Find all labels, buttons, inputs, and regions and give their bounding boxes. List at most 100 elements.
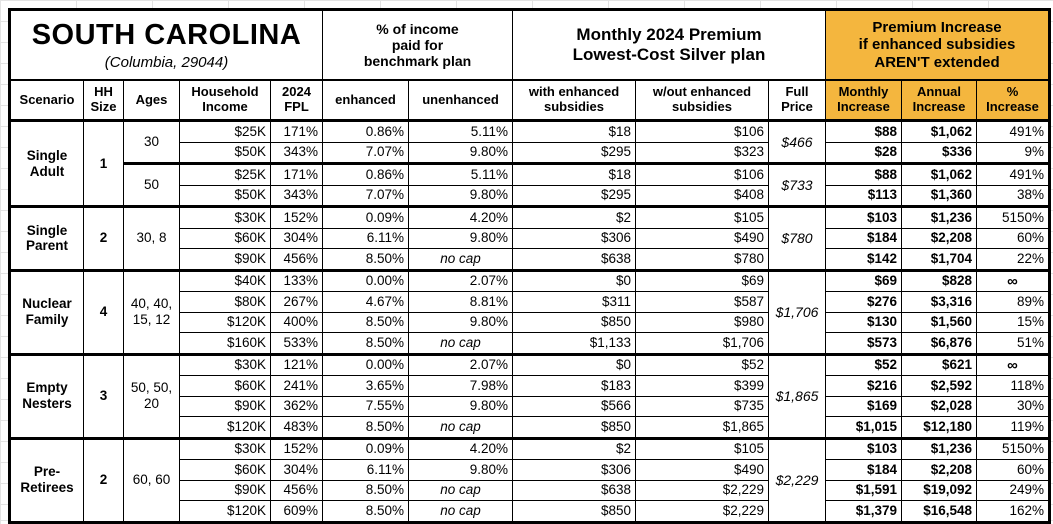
col-without-enhanced-subsidies: w/out enhanced subsidies — [635, 79, 769, 122]
pct-increase-cell: 89% — [975, 291, 1051, 313]
col-unenhanced: unenhanced — [408, 79, 513, 122]
sheet-subtitle: (Columbia, 29044) — [104, 54, 229, 72]
without-subsidies-cell: $735 — [635, 395, 769, 417]
enhanced-pct-cell: 8.50% — [322, 248, 409, 271]
income-cell: $30K — [179, 436, 271, 460]
col-ages: Ages — [123, 79, 180, 122]
enhanced-pct-cell: 0.86% — [322, 119, 409, 143]
title-cell: SOUTH CAROLINA (Columbia, 29044) — [9, 9, 323, 81]
unenhanced-pct-cell: 5.11% — [408, 119, 513, 143]
benchmark-group-header: % of income paid for benchmark plan — [322, 9, 513, 81]
unenhanced-pct-cell: 5.11% — [408, 162, 513, 186]
enhanced-pct-cell: 8.50% — [322, 479, 409, 501]
monthly-increase-cell: $1,379 — [825, 500, 902, 523]
monthly-increase-cell: $169 — [825, 395, 902, 417]
income-cell: $120K — [179, 500, 271, 523]
pct-increase-cell: 15% — [975, 311, 1051, 333]
scenario-cell: Single Adult — [9, 119, 84, 207]
with-subsidies-cell: $638 — [512, 248, 636, 271]
with-subsidies-cell: $850 — [512, 311, 636, 333]
enhanced-pct-cell: 7.55% — [322, 395, 409, 417]
without-subsidies-cell: $1,706 — [635, 332, 769, 355]
col-full-price: Full Price — [768, 79, 826, 122]
ages-cell: 50, 50, 20 — [123, 352, 180, 439]
fpl-cell: 171% — [270, 119, 323, 143]
col-household-income: Household Income — [179, 79, 271, 122]
unenhanced-pct-cell: 4.20% — [408, 205, 513, 229]
with-subsidies-cell: $850 — [512, 500, 636, 523]
annual-increase-cell: $1,062 — [901, 119, 977, 143]
hh-size-cell: 2 — [83, 205, 124, 271]
fpl-cell: 456% — [270, 479, 323, 501]
pct-increase-cell: 38% — [975, 184, 1051, 207]
enhanced-pct-cell: 0.00% — [322, 352, 409, 376]
col-with-enhanced-subsidies: with enhanced subsidies — [512, 79, 636, 122]
monthly-increase-cell: $1,015 — [825, 416, 902, 439]
hh-size-cell: 1 — [83, 119, 124, 207]
enhanced-pct-cell: 3.65% — [322, 375, 409, 397]
table-row: $90K 456% 8.50% no cap $638 $2,229 $1,591 $19,0… — [10, 479, 1051, 501]
pct-increase-cell: 491% — [975, 119, 1051, 143]
annual-increase-cell: $6,876 — [901, 332, 977, 355]
table-row: Empty Nesters 3 50, 50, 20 $30K 121% 0.00% 2.0… — [9, 352, 1051, 439]
scenario-cell: Empty Nesters — [9, 352, 84, 439]
unenhanced-pct-cell: 8.81% — [408, 291, 513, 313]
income-cell: $90K — [179, 479, 271, 501]
enhanced-pct-cell: 8.50% — [322, 500, 409, 523]
with-subsidies-cell: $638 — [512, 479, 636, 501]
pct-increase-cell: 51% — [975, 332, 1051, 355]
column-header-row: Scenario HH Size Ages Household Income 2… — [9, 79, 1051, 122]
income-cell: $50K — [179, 141, 271, 164]
col-pct-increase: % Increase — [975, 79, 1051, 122]
fpl-cell: 267% — [270, 291, 323, 313]
unenhanced-pct-cell: 9.80% — [408, 227, 513, 249]
enhanced-pct-cell: 0.86% — [322, 162, 409, 186]
enhanced-pct-cell: 6.11% — [322, 459, 409, 481]
table-row: $80K 267% 4.67% 8.81% $311 $587 $276 $3,316 89% — [10, 291, 1051, 313]
income-cell: $90K — [179, 395, 271, 417]
full-price-cell: $1,865 — [768, 352, 826, 439]
unenhanced-pct-cell: 9.80% — [408, 459, 513, 481]
table-row: $60K 241% 3.65% 7.98% $183 $399 $216 $2,592 118% — [10, 375, 1051, 397]
ages-cell: 60, 60 — [123, 436, 180, 523]
unenhanced-pct-cell: 2.07% — [408, 268, 513, 292]
without-subsidies-cell: $490 — [635, 227, 769, 249]
income-cell: $120K — [179, 416, 271, 439]
fpl-cell: 362% — [270, 395, 323, 417]
table-row: $120K 400% 8.50% 9.80% $850 $980 $130 $1,560 15% — [10, 311, 1051, 333]
enhanced-pct-cell: 0.09% — [322, 205, 409, 229]
annual-increase-cell: $2,208 — [901, 459, 977, 481]
unenhanced-pct-cell: no cap — [408, 248, 513, 271]
col-hh-size: HH Size — [83, 79, 124, 122]
unenhanced-pct-cell: no cap — [408, 500, 513, 523]
table-row: 50 $25K 171% 0.86% 5.11% $18 $106 $733 $88 $1,062… — [10, 162, 1051, 207]
income-cell: $160K — [179, 332, 271, 355]
enhanced-pct-cell: 0.00% — [322, 268, 409, 292]
sheet-title: SOUTH CAROLINA — [31, 18, 302, 51]
fpl-cell: 343% — [270, 184, 323, 207]
fpl-cell: 171% — [270, 162, 323, 186]
table-row: $50K 343% 7.07% 9.80% $295 $323 $28 $336 9% — [10, 141, 1051, 164]
with-subsidies-cell: $566 — [512, 395, 636, 417]
monthly-increase-cell: $216 — [825, 375, 902, 397]
annual-increase-cell: $1,236 — [901, 436, 977, 460]
income-cell: $50K — [179, 184, 271, 207]
table-row: $160K 533% 8.50% no cap $1,133 $1,706 $573 $6,8… — [10, 332, 1051, 355]
monthly-increase-cell: $184 — [825, 459, 902, 481]
with-subsidies-cell: $295 — [512, 141, 636, 164]
monthly-increase-cell: $1,591 — [825, 479, 902, 501]
scenario-cell: Pre- Retirees — [9, 436, 84, 523]
with-subsidies-cell: $1,133 — [512, 332, 636, 355]
fpl-cell: 456% — [270, 248, 323, 271]
pct-increase-cell: 118% — [975, 375, 1051, 397]
table-row: Nuclear Family 4 40, 40, 15, 12 $40K 133% 0.0… — [9, 268, 1051, 355]
pct-increase-cell: 30% — [975, 395, 1051, 417]
group-header-row: SOUTH CAROLINA (Columbia, 29044) % of in… — [9, 9, 1051, 81]
without-subsidies-cell: $2,229 — [635, 479, 769, 501]
income-cell: $30K — [179, 205, 271, 229]
enhanced-pct-cell: 8.50% — [322, 416, 409, 439]
full-price-cell: $466 — [768, 119, 826, 164]
unenhanced-pct-cell: 9.80% — [408, 311, 513, 333]
without-subsidies-cell: $106 — [635, 119, 769, 143]
pct-increase-cell: 119% — [975, 416, 1051, 439]
